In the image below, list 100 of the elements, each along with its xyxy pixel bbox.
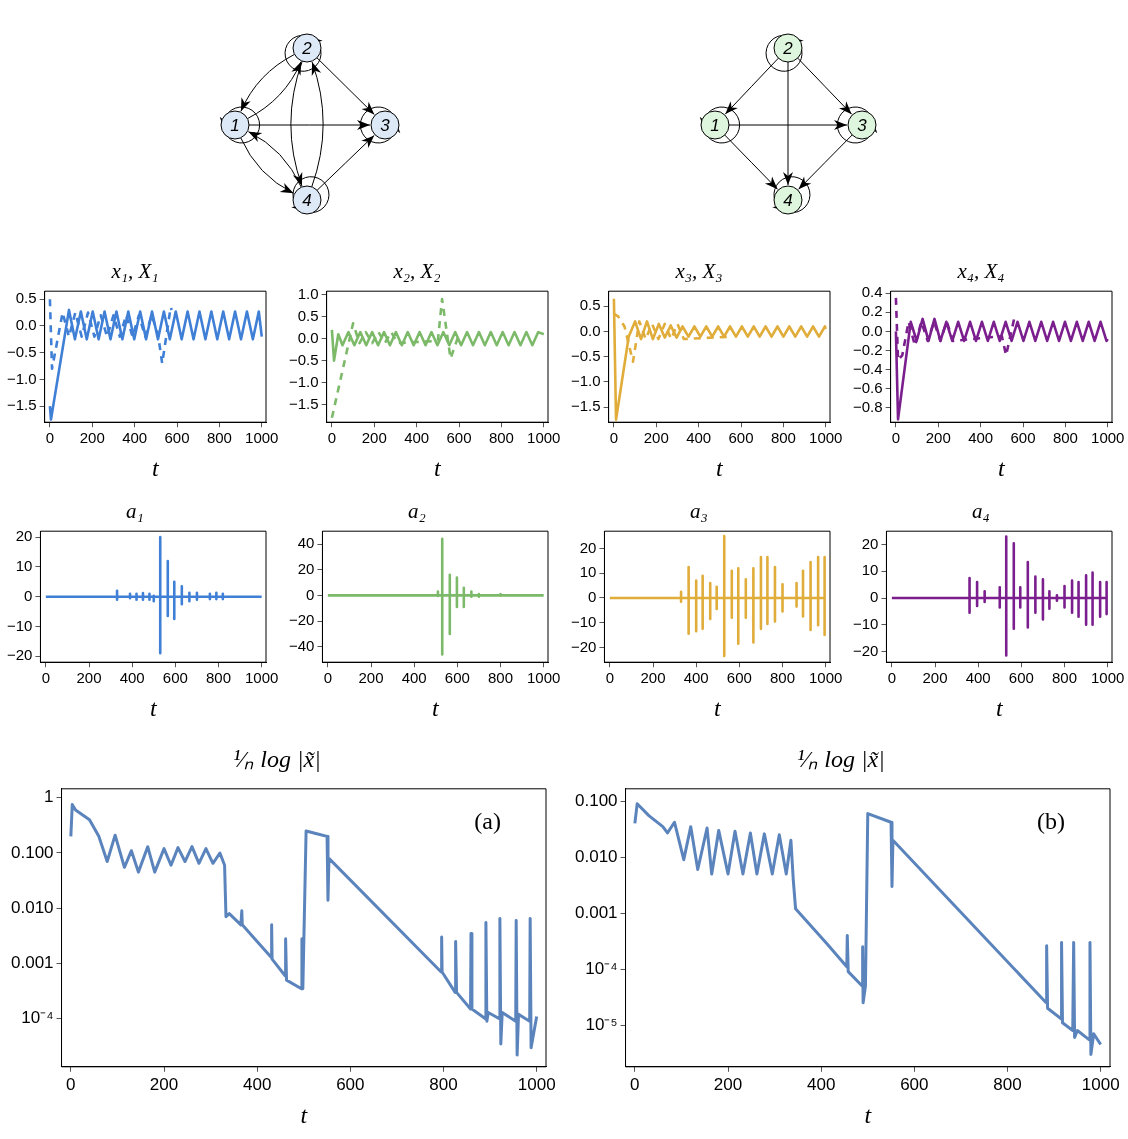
y-tick-label: −0.2 [852, 340, 883, 358]
y-tick-label: 20 [861, 534, 879, 552]
x-tick-label: 0 [323, 669, 333, 687]
x-tick-label: 400 [965, 669, 991, 687]
x-tick-label: 600 [728, 429, 754, 447]
x-tick-label: 200 [358, 669, 384, 687]
text: 2 [782, 39, 794, 58]
x-tick-label: 400 [122, 429, 148, 447]
x-tick-label: 200 [643, 429, 669, 447]
x-tick-label: 800 [1052, 429, 1078, 447]
x-axis-title: t [864, 1101, 873, 1128]
x-tick-label: 0 [66, 1074, 76, 1094]
y-tick-label: 0.001 [10, 953, 54, 973]
y-tick-label: −0.4 [852, 359, 883, 377]
text: 1 [710, 116, 720, 135]
y-tick-label: 0 [24, 586, 33, 604]
x-tick-label: 600 [444, 669, 470, 687]
y-tick-label: −1.0 [6, 369, 37, 387]
x-tick-label: 200 [361, 429, 387, 447]
y-tick-label: 10 [15, 557, 33, 575]
x-tick-label: 1000 [527, 429, 561, 447]
x-axis-title: t [149, 694, 158, 721]
y-tick-label: 10 [579, 563, 597, 581]
y-tick-label: 0.010 [574, 846, 618, 866]
y-tick-label: 10⁻⁴ [585, 958, 618, 978]
x-tick-label: 800 [429, 1074, 458, 1094]
x-tick-label: 400 [968, 429, 994, 447]
x-tick-label: 800 [770, 429, 796, 447]
text: 3 [380, 116, 391, 135]
y-tick-label: 1.0 [297, 284, 319, 302]
y-tick-label: 0 [588, 588, 597, 606]
y-tick-label: −40 [288, 636, 315, 654]
text: 4 [783, 191, 793, 210]
x-tick-label: 600 [446, 429, 472, 447]
y-tick-label: 10 [861, 561, 879, 579]
x-tick-label: 600 [336, 1074, 365, 1094]
y-tick-label: −20 [288, 611, 315, 629]
x-tick-label: 200 [640, 669, 666, 687]
y-tick-label: 0.5 [15, 289, 37, 307]
y-tick-label: 0.2 [861, 302, 883, 320]
annotation: (a) [474, 808, 501, 835]
y-tick-label: 0.0 [579, 321, 601, 339]
y-tick-label: 0.5 [579, 296, 601, 314]
x-tick-label: 600 [162, 669, 188, 687]
x-tick-label: 800 [488, 429, 514, 447]
y-tick-label: 40 [297, 534, 315, 552]
y-tick-label: 20 [15, 527, 33, 545]
x-axis-title: t [995, 694, 1004, 721]
x-axis-title: t [715, 454, 724, 481]
chart-title: a₄ [972, 499, 990, 524]
x-tick-label: 600 [164, 429, 190, 447]
y-tick-label: −20 [570, 637, 597, 655]
chart-title: a₃ [690, 499, 708, 524]
annotation: (b) [1037, 808, 1065, 835]
y-tick-label: −1.5 [570, 397, 601, 415]
x-tick-label: 1000 [1091, 429, 1125, 447]
x-axis-title: t [300, 1101, 309, 1128]
x-tick-label: 200 [713, 1074, 743, 1094]
y-tick-label: 0.010 [10, 897, 54, 917]
y-tick-label: −20 [852, 641, 879, 659]
x-axis-title: t [433, 454, 442, 481]
y-tick-label: −0.6 [852, 378, 883, 396]
x-tick-label: 400 [683, 669, 709, 687]
x-axis-title: t [713, 694, 722, 721]
chart-title: x₁, X₁ [110, 259, 159, 284]
y-tick-label: 0.5 [297, 306, 319, 324]
chart-title: x₃, X₃ [674, 259, 723, 284]
x-tick-label: 800 [206, 669, 232, 687]
x-tick-label: 200 [925, 429, 951, 447]
y-tick-label: −1.0 [570, 372, 601, 390]
y-tick-label: −1.5 [288, 394, 319, 412]
x-tick-label: 800 [1052, 669, 1078, 687]
x-tick-label: 1000 [245, 429, 279, 447]
chart-title: x₂, X₂ [392, 259, 441, 284]
y-tick-label: 0 [306, 585, 315, 603]
text: 3 [857, 116, 868, 135]
text: 2 [301, 39, 313, 58]
x-tick-label: 1000 [1081, 1074, 1120, 1094]
x-tick-label: 1000 [809, 669, 843, 687]
x-tick-label: 0 [887, 669, 897, 687]
y-tick-label: 1 [44, 787, 54, 807]
x-tick-label: 400 [686, 429, 712, 447]
y-tick-label: 20 [579, 538, 597, 556]
y-tick-label: −0.5 [6, 342, 37, 360]
y-tick-label: −0.5 [570, 346, 601, 364]
x-tick-label: 1000 [517, 1074, 556, 1094]
y-tick-label: 20 [297, 559, 315, 577]
y-tick-label: −20 [6, 646, 33, 664]
y-tick-label: 0.0 [297, 328, 319, 346]
y-tick-label: 0 [870, 588, 879, 606]
chart-title: x₄, X₄ [956, 259, 1005, 284]
text: 1 [230, 116, 240, 135]
x-tick-label: 200 [76, 669, 102, 687]
x-tick-label: 400 [807, 1074, 836, 1094]
x-axis-title: t [151, 454, 160, 481]
x-tick-label: 1000 [527, 669, 561, 687]
x-tick-label: 1000 [245, 669, 279, 687]
x-axis-title: t [997, 454, 1006, 481]
y-tick-label: −0.8 [852, 398, 883, 415]
x-tick-label: 200 [149, 1074, 179, 1094]
